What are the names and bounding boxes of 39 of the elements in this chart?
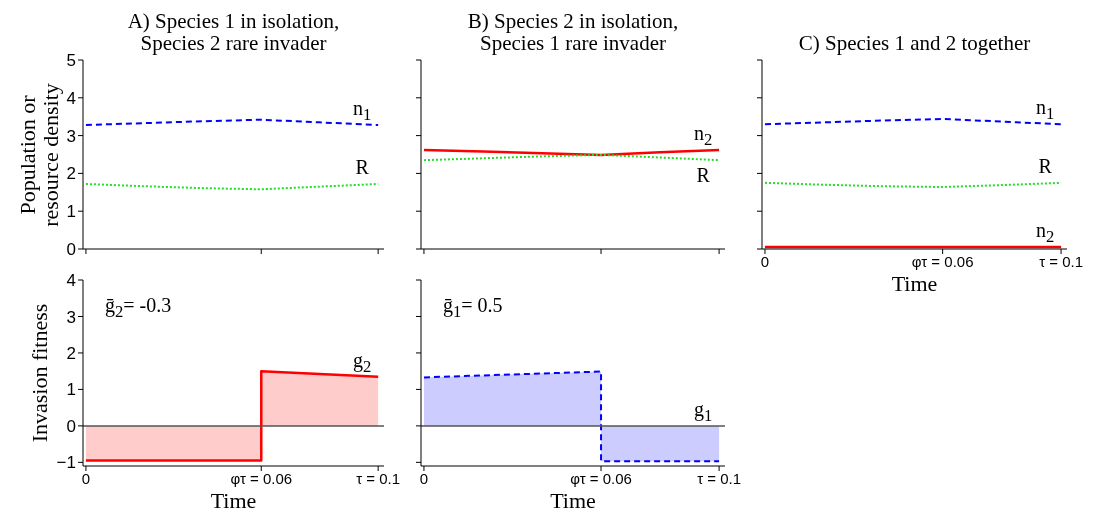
x-axis-title: Time <box>890 271 939 297</box>
series-label: g$_{1}$ <box>692 397 714 427</box>
x-axis-title: Time <box>549 488 597 514</box>
y-axis-title: Population or resource density <box>15 81 63 229</box>
series-label: n$_{1}$ <box>1034 96 1056 126</box>
x-axis-title: Time <box>209 488 258 514</box>
y-tick-label: 2 <box>66 343 76 363</box>
series-label: R <box>1037 154 1053 177</box>
y-tick-label: 2 <box>66 164 76 184</box>
x-tick-label: τ = 0.1 <box>697 469 742 487</box>
series-label: n$_{2}$ <box>692 121 714 151</box>
annotation: ḡ$_{2}$= -0.3 <box>105 294 172 322</box>
y-tick-label: 1 <box>66 202 76 222</box>
y-tick-label: 5 <box>66 51 76 71</box>
y-tick-label: 4 <box>66 88 76 108</box>
series-label: n$_{1}$ <box>351 97 373 126</box>
y-tick-label: 3 <box>66 126 76 146</box>
chart-title: C) Species 1 and 2 together <box>797 30 1032 55</box>
series-label: g$_{2}$ <box>351 348 373 378</box>
series-label: n$_{2}$ <box>1034 219 1056 249</box>
x-tick-label: φτ = 0.06 <box>911 252 974 270</box>
series-label: R <box>695 164 711 187</box>
y-axis-title: Invasion fitness <box>26 303 52 443</box>
y-tick-label: 0 <box>66 416 76 436</box>
chart-title: B) Species 2 in isolation, Species 1 rare invader <box>466 8 680 55</box>
x-tick-label: φτ = 0.06 <box>230 469 293 487</box>
annotation: ḡ$_{1}$= 0.5 <box>443 294 503 322</box>
x-tick-label: 0 <box>419 469 429 487</box>
y-tick-label: 1 <box>66 380 76 400</box>
y-tick-label: 4 <box>66 271 76 291</box>
x-tick-label: τ = 0.1 <box>356 469 401 487</box>
chart-title: A) Species 1 in isolation, Species 2 rare invader <box>126 8 341 55</box>
y-tick-label: −1 <box>56 453 76 473</box>
x-tick-label: φτ = 0.06 <box>570 469 632 487</box>
y-tick-label: 3 <box>66 307 76 327</box>
x-tick-label: 0 <box>760 252 770 270</box>
x-tick-label: 0 <box>81 469 91 487</box>
series-label: R <box>354 155 370 178</box>
x-tick-label: τ = 0.1 <box>1039 252 1084 270</box>
